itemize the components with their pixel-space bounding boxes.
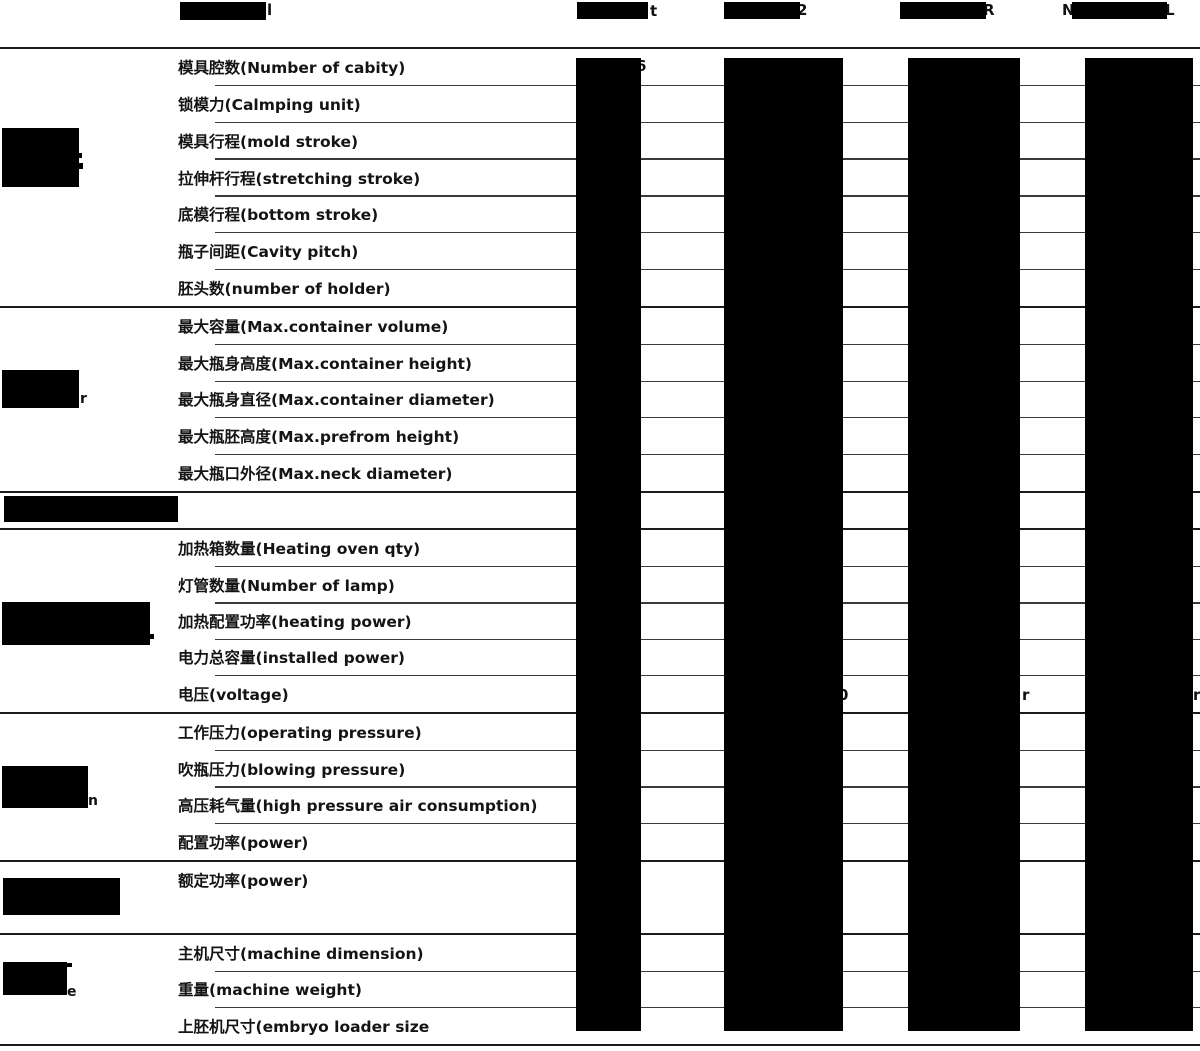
spec-row: 配置功率(power) bbox=[0, 822, 1200, 861]
spec-label: 最大瓶身直径(Max.container diameter) bbox=[178, 391, 495, 410]
section-mold-clamping: 模具腔数(Number of cabity) 锁模力(Calmping unit… bbox=[0, 49, 1200, 306]
spec-row: 最大瓶口外径(Max.neck diameter) bbox=[0, 453, 1200, 491]
table-header-row bbox=[0, 0, 1200, 49]
category-size-fragment: e bbox=[67, 984, 77, 1000]
spec-row: 电力总容量(installed power) bbox=[0, 638, 1200, 675]
spec-label: 瓶子间距(Cavity pitch) bbox=[178, 242, 359, 261]
spec-label: 最大瓶口外径(Max.neck diameter) bbox=[178, 464, 453, 483]
spec-label: 上胚机尺寸(embryo loader size bbox=[178, 1017, 430, 1036]
redacted-text-fragment bbox=[78, 153, 82, 158]
redaction-bar-model2-values bbox=[724, 58, 843, 1031]
redaction-box-header-col4 bbox=[1072, 2, 1167, 19]
redaction-bar-model3-values bbox=[908, 58, 1020, 1031]
spec-row: 高压耗气量(high pressure air consumption) bbox=[0, 786, 1200, 824]
spec-label: 加热配置功率(heating power) bbox=[178, 613, 412, 632]
header-col4-fragment-start: N bbox=[1062, 1, 1075, 19]
spec-row: 主机尺寸(machine dimension) bbox=[0, 935, 1200, 971]
table-bottom-border bbox=[0, 1044, 1200, 1046]
spec-label: 模具腔数(Number of cabity) bbox=[178, 59, 406, 78]
redaction-box-header-col3 bbox=[900, 2, 986, 19]
redaction-box-category-heating bbox=[2, 602, 150, 645]
spec-label: 模具行程(mold stroke) bbox=[178, 132, 359, 151]
spec-label: 最大瓶身高度(Max.container height) bbox=[178, 354, 472, 373]
redacted-text-fragment bbox=[150, 634, 154, 639]
spec-row: 瓶子间距(Cavity pitch) bbox=[0, 231, 1200, 270]
header-model-fragment: l bbox=[267, 1, 273, 19]
spec-row: 灯管数量(Number of lamp) bbox=[0, 565, 1200, 602]
spec-label: 拉伸杆行程(stretching stroke) bbox=[178, 169, 421, 188]
spec-label: 底模行程(bottom stroke) bbox=[178, 206, 379, 225]
category-air-fragment: n bbox=[88, 793, 98, 809]
redacted-text-fragment bbox=[67, 963, 72, 967]
spec-label: 灯管数量(Number of lamp) bbox=[178, 576, 395, 595]
spec-row: 最大容量(Max.container volume) bbox=[0, 308, 1200, 345]
spec-row: 最大瓶身高度(Max.container height) bbox=[0, 343, 1200, 382]
redaction-box-header-col2 bbox=[724, 2, 800, 19]
redaction-box-category-air bbox=[2, 766, 88, 808]
header-col4-fragment-end: L bbox=[1165, 1, 1175, 19]
spec-row: 最大瓶身直径(Max.container diameter) bbox=[0, 380, 1200, 418]
redaction-box-category-power bbox=[3, 878, 120, 915]
redaction-box-category-size bbox=[3, 962, 67, 995]
spec-row: 加热配置功率(heating power) bbox=[0, 602, 1200, 639]
spec-row: 重量(machine weight) bbox=[0, 970, 1200, 1007]
voltage-value3-fragment: r bbox=[1022, 686, 1030, 704]
spec-label: 重量(machine weight) bbox=[178, 981, 362, 1000]
category-container-fragment: r bbox=[80, 391, 87, 407]
redaction-box-header-model bbox=[180, 2, 266, 20]
spec-label: 胚头数(number of holder) bbox=[178, 279, 391, 298]
spec-label: 电压(voltage) bbox=[178, 685, 289, 704]
spec-label: 电力总容量(installed power) bbox=[178, 649, 405, 668]
spec-row: 上胚机尺寸(embryo loader size bbox=[0, 1006, 1200, 1044]
redacted-text-fragment bbox=[78, 163, 83, 169]
spec-label: 高压耗气量(high pressure air consumption) bbox=[178, 797, 538, 816]
spec-row: 加热箱数量(Heating oven qty) bbox=[0, 530, 1200, 566]
spec-label: 配置功率(power) bbox=[178, 833, 309, 852]
spec-label: 最大瓶胚高度(Max.prefrom height) bbox=[178, 428, 460, 447]
redaction-bar-model4-values bbox=[1085, 58, 1193, 1031]
spec-label: 额定功率(power) bbox=[178, 872, 309, 890]
spec-label: 工作压力(operating pressure) bbox=[178, 724, 422, 743]
spec-label: 吹瓶压力(blowing pressure) bbox=[178, 760, 406, 779]
redaction-bar-model1-values bbox=[576, 58, 641, 1031]
spec-row: 锁模力(Calmping unit) bbox=[0, 85, 1200, 123]
redaction-box-header-col1 bbox=[577, 2, 648, 19]
header-col3-fragment: R bbox=[983, 1, 995, 19]
spec-label: 锁模力(Calmping unit) bbox=[178, 96, 361, 115]
spec-row: 吹瓶压力(blowing pressure) bbox=[0, 749, 1200, 788]
spec-row: 最大瓶胚高度(Max.prefrom height) bbox=[0, 417, 1200, 455]
spec-row: 胚头数(number of holder) bbox=[0, 268, 1200, 306]
voltage-value4-fragment: r bbox=[1193, 686, 1200, 704]
spec-row: 底模行程(bottom stroke) bbox=[0, 195, 1200, 233]
redaction-box-category-mold bbox=[2, 128, 79, 187]
redaction-box-category-container bbox=[2, 370, 79, 408]
header-col1-fragment: t bbox=[650, 2, 658, 20]
redaction-box-merged-row bbox=[4, 496, 178, 522]
voltage-value2-fragment: 0 bbox=[838, 686, 849, 704]
spec-row: 电压(voltage) bbox=[0, 674, 1200, 712]
cavity-value-fragment: 6 bbox=[636, 57, 647, 75]
spec-row: 工作压力(operating pressure) bbox=[0, 714, 1200, 751]
spec-label: 主机尺寸(machine dimension) bbox=[178, 945, 424, 964]
header-col2-fragment: 2 bbox=[797, 1, 808, 19]
spec-row: 额定功率(power) bbox=[0, 862, 1200, 898]
spec-label: 加热箱数量(Heating oven qty) bbox=[178, 540, 421, 559]
section-container: 最大容量(Max.container volume) 最大瓶身高度(Max.co… bbox=[0, 306, 1200, 491]
spec-row: 模具行程(mold stroke) bbox=[0, 121, 1200, 159]
spec-row: 模具腔数(Number of cabity) bbox=[0, 49, 1200, 86]
spec-label: 最大容量(Max.container volume) bbox=[178, 318, 449, 337]
spec-row: 拉伸杆行程(stretching stroke) bbox=[0, 158, 1200, 196]
